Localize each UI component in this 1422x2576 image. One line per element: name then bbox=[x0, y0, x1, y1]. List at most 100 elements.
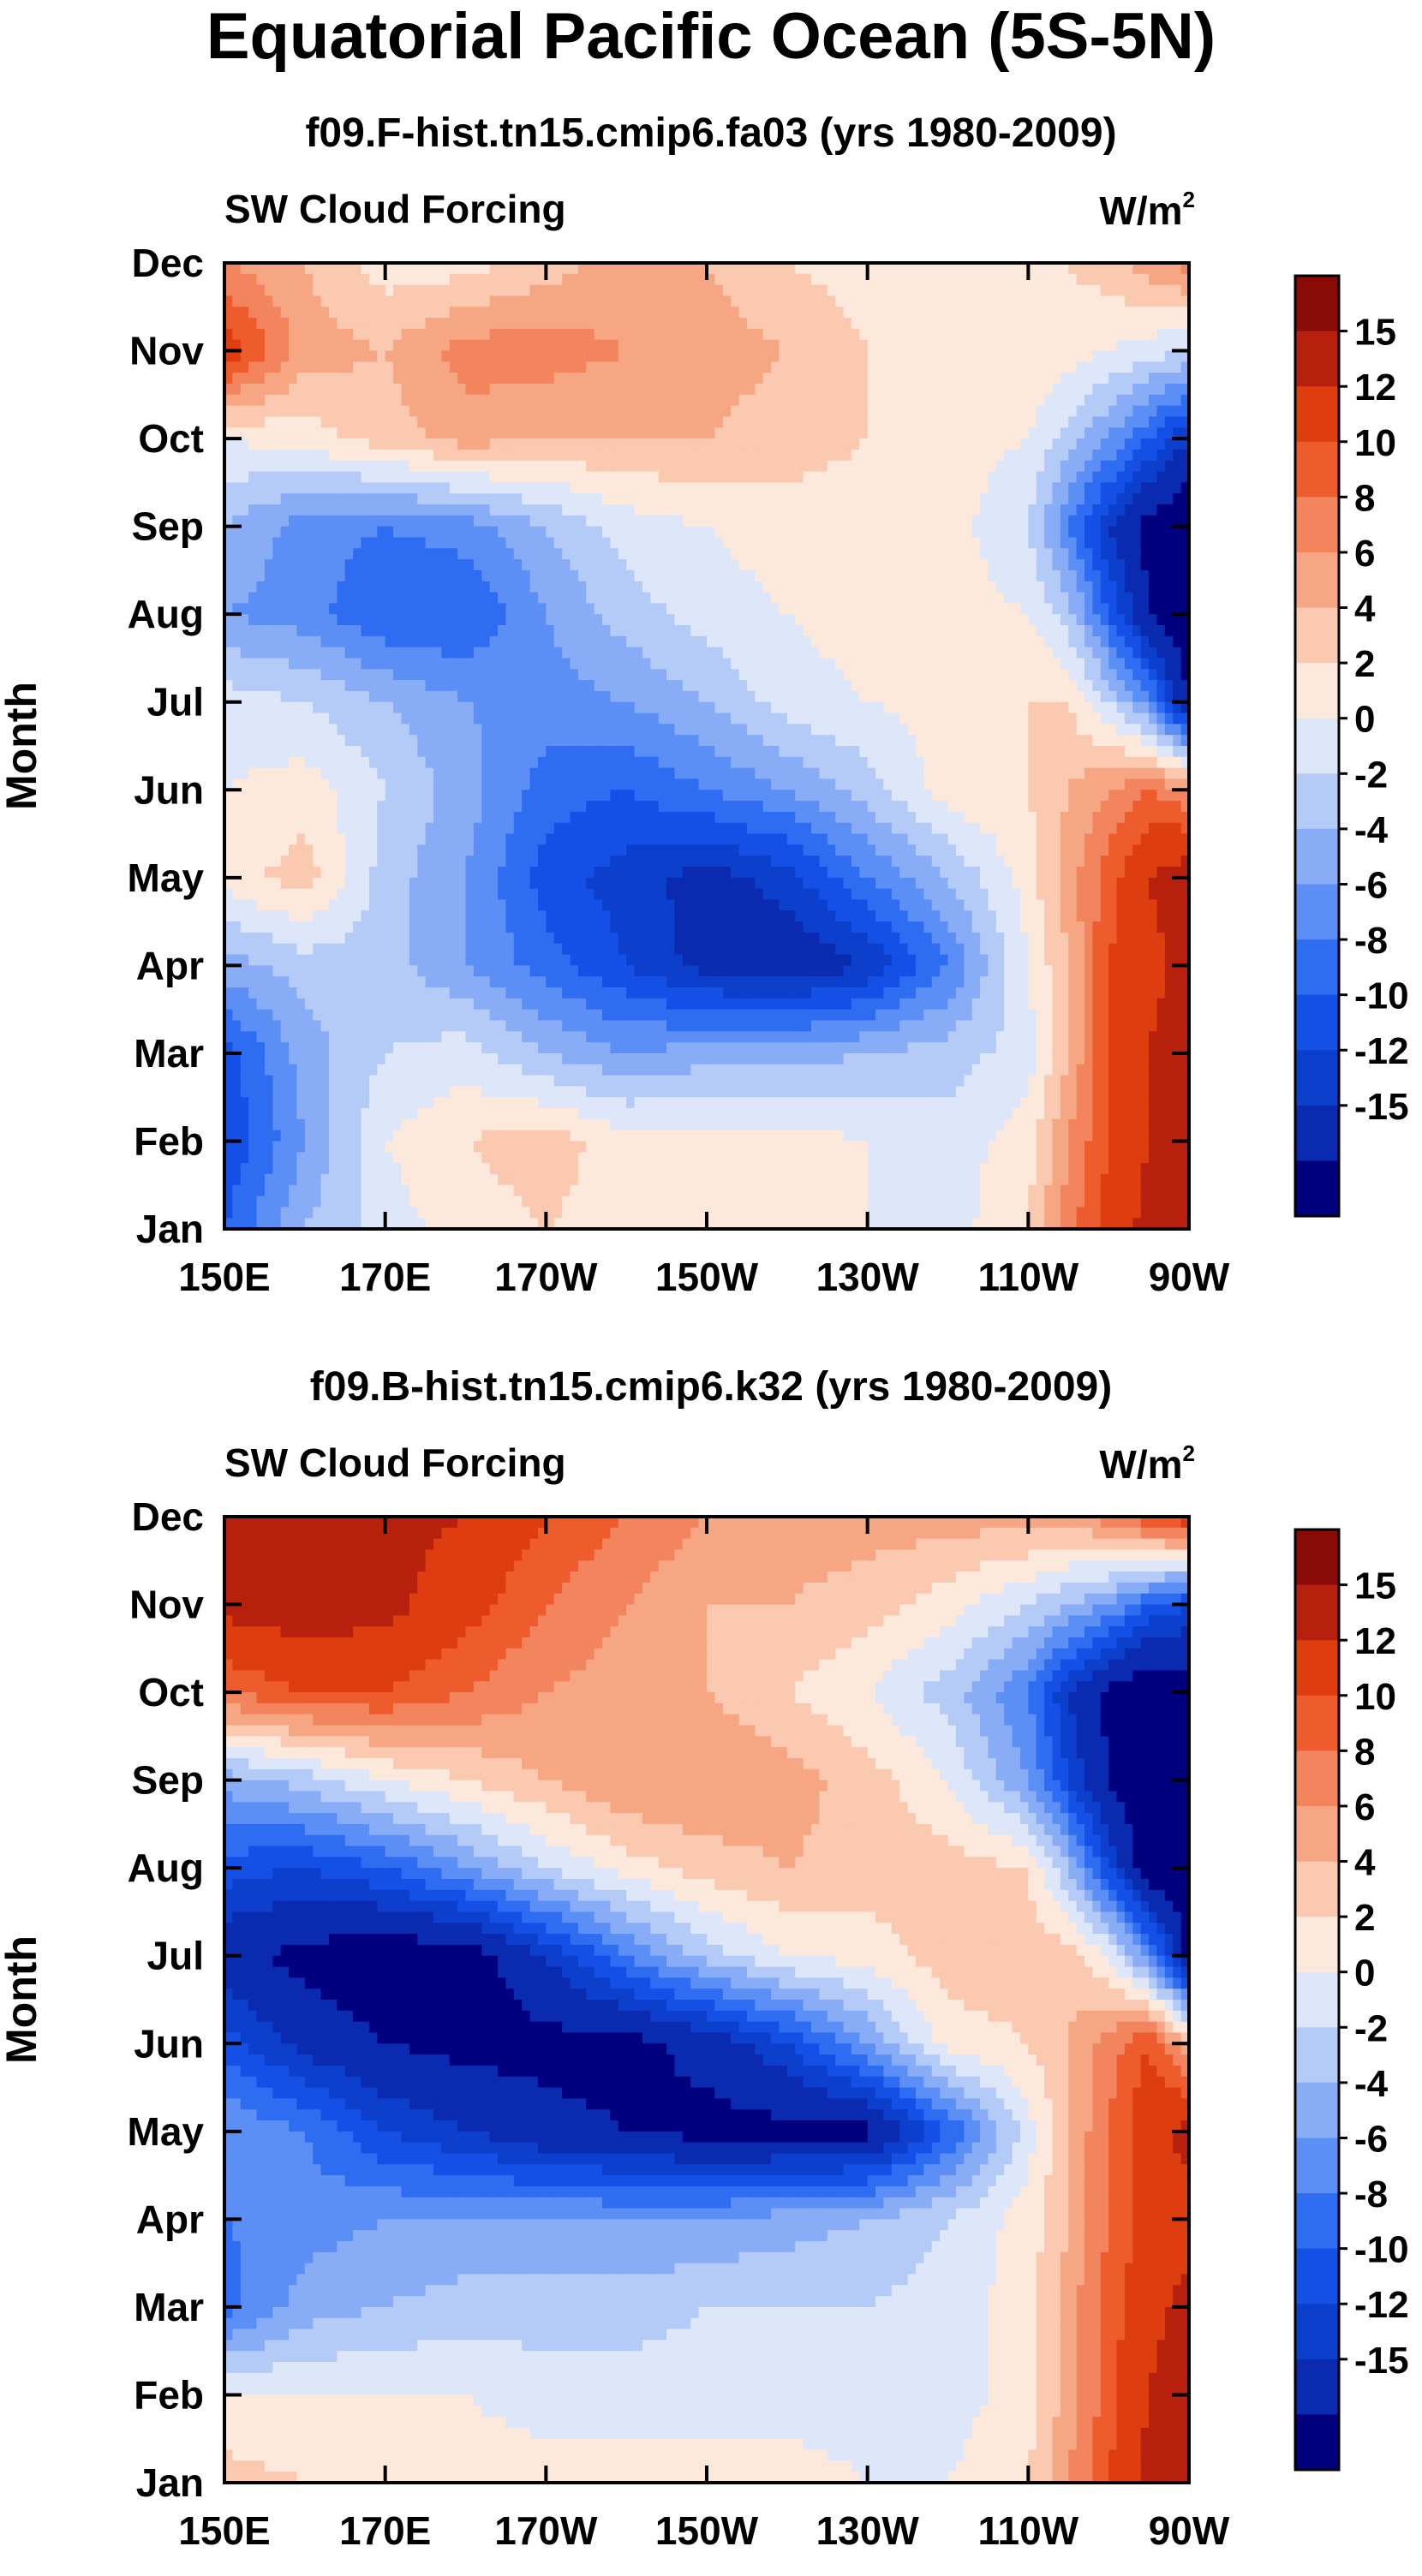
heatmap-cell bbox=[1092, 295, 1101, 307]
heatmap-cell bbox=[771, 329, 780, 341]
heatmap-cell bbox=[337, 384, 345, 396]
heatmap-cell bbox=[1108, 361, 1117, 373]
heatmap-cell bbox=[851, 361, 860, 373]
heatmap-cell bbox=[369, 395, 378, 407]
heatmap-cell bbox=[835, 373, 844, 385]
heatmap-cell bbox=[265, 384, 273, 396]
heatmap-cell bbox=[401, 263, 409, 275]
heatmap-cell bbox=[923, 329, 932, 341]
heatmap-cell bbox=[908, 395, 917, 407]
heatmap-cell bbox=[457, 274, 466, 286]
heatmap-cell bbox=[763, 318, 772, 330]
heatmap-cell bbox=[538, 373, 547, 385]
heatmap-cell bbox=[828, 361, 836, 373]
heatmap-cell bbox=[699, 340, 708, 352]
heatmap-cell bbox=[248, 373, 257, 385]
heatmap-cell bbox=[474, 295, 482, 307]
heatmap-cell bbox=[828, 395, 836, 407]
heatmap-cell bbox=[883, 395, 892, 407]
heatmap-cell bbox=[868, 361, 876, 373]
heatmap-cell bbox=[1028, 373, 1037, 385]
heatmap-cell bbox=[329, 361, 338, 373]
heatmap-cell bbox=[731, 395, 739, 407]
heatmap-cell bbox=[972, 340, 981, 352]
heatmap-cell bbox=[433, 340, 442, 352]
heatmap-cell bbox=[241, 329, 249, 341]
heatmap-cell bbox=[828, 329, 836, 341]
heatmap-cell bbox=[899, 295, 908, 307]
heatmap-cell bbox=[426, 329, 434, 341]
heatmap-cell bbox=[474, 307, 482, 319]
heatmap-cell bbox=[232, 263, 241, 275]
heatmap-cell bbox=[916, 295, 924, 307]
heatmap-cell bbox=[916, 395, 924, 407]
heatmap-cell bbox=[505, 263, 514, 275]
heatmap-cell bbox=[795, 395, 804, 407]
heatmap-cell bbox=[481, 274, 490, 286]
heatmap-cell bbox=[1020, 340, 1029, 352]
heatmap-cell bbox=[530, 307, 539, 319]
heatmap-cell bbox=[313, 384, 321, 396]
heatmap-cell bbox=[923, 373, 932, 385]
heatmap-cell bbox=[417, 395, 426, 407]
heatmap-cell bbox=[1061, 307, 1069, 319]
heatmap-cell bbox=[1165, 351, 1174, 363]
heatmap-cell bbox=[248, 351, 257, 363]
heatmap-cell bbox=[787, 340, 796, 352]
heatmap-cell bbox=[642, 285, 651, 297]
heatmap-cell bbox=[835, 318, 844, 330]
heatmap-cell bbox=[755, 395, 763, 407]
heatmap-cell bbox=[1028, 351, 1037, 363]
heatmap-cell bbox=[739, 295, 748, 307]
heatmap-cell bbox=[385, 307, 394, 319]
heatmap-cell bbox=[345, 318, 354, 330]
heatmap-cell bbox=[610, 340, 618, 352]
heatmap-cell bbox=[1101, 361, 1109, 373]
heatmap-cell bbox=[731, 263, 739, 275]
heatmap-cell bbox=[296, 351, 305, 363]
heatmap-cell bbox=[666, 373, 675, 385]
heatmap-cell bbox=[1132, 351, 1141, 363]
heatmap-cell bbox=[916, 340, 924, 352]
heatmap-cell bbox=[771, 351, 780, 363]
heatmap-cell bbox=[683, 351, 691, 363]
heatmap-cell bbox=[666, 285, 675, 297]
heatmap-cell bbox=[683, 274, 691, 286]
heatmap-cell bbox=[393, 395, 402, 407]
heatmap-cell bbox=[811, 340, 820, 352]
heatmap-cell bbox=[594, 274, 603, 286]
heatmap-cell bbox=[530, 318, 539, 330]
heatmap-cell bbox=[305, 351, 314, 363]
heatmap-cell bbox=[248, 395, 257, 407]
heatmap-cell bbox=[426, 307, 434, 319]
heatmap-cell bbox=[1061, 351, 1069, 363]
heatmap-cell bbox=[996, 295, 1005, 307]
heatmap-cell bbox=[1165, 295, 1174, 307]
heatmap-cell bbox=[272, 384, 281, 396]
heatmap-cell bbox=[804, 285, 812, 297]
heatmap-cell bbox=[1141, 340, 1150, 352]
heatmap-cell bbox=[490, 263, 499, 275]
heatmap-cell bbox=[321, 361, 330, 373]
heatmap-cell bbox=[466, 351, 475, 363]
heatmap-cell bbox=[426, 285, 434, 297]
heatmap-cell bbox=[771, 274, 780, 286]
heatmap-cell bbox=[956, 395, 965, 407]
heatmap-cell bbox=[795, 295, 804, 307]
heatmap-cell bbox=[1108, 395, 1117, 407]
heatmap-cell bbox=[923, 263, 932, 275]
heatmap-cell bbox=[305, 307, 314, 319]
heatmap-cell bbox=[401, 295, 409, 307]
heatmap-cell bbox=[739, 263, 748, 275]
heatmap-cell bbox=[546, 361, 554, 373]
heatmap-cell bbox=[819, 263, 828, 275]
heatmap-cell bbox=[659, 263, 667, 275]
heatmap-cell bbox=[530, 361, 539, 373]
heatmap-cell bbox=[714, 285, 723, 297]
heatmap-cell bbox=[916, 361, 924, 373]
heatmap-cell bbox=[272, 263, 281, 275]
heatmap-cell bbox=[393, 351, 402, 363]
heatmap-cell bbox=[892, 274, 900, 286]
heatmap-cell bbox=[964, 351, 972, 363]
heatmap-cell bbox=[369, 274, 378, 286]
